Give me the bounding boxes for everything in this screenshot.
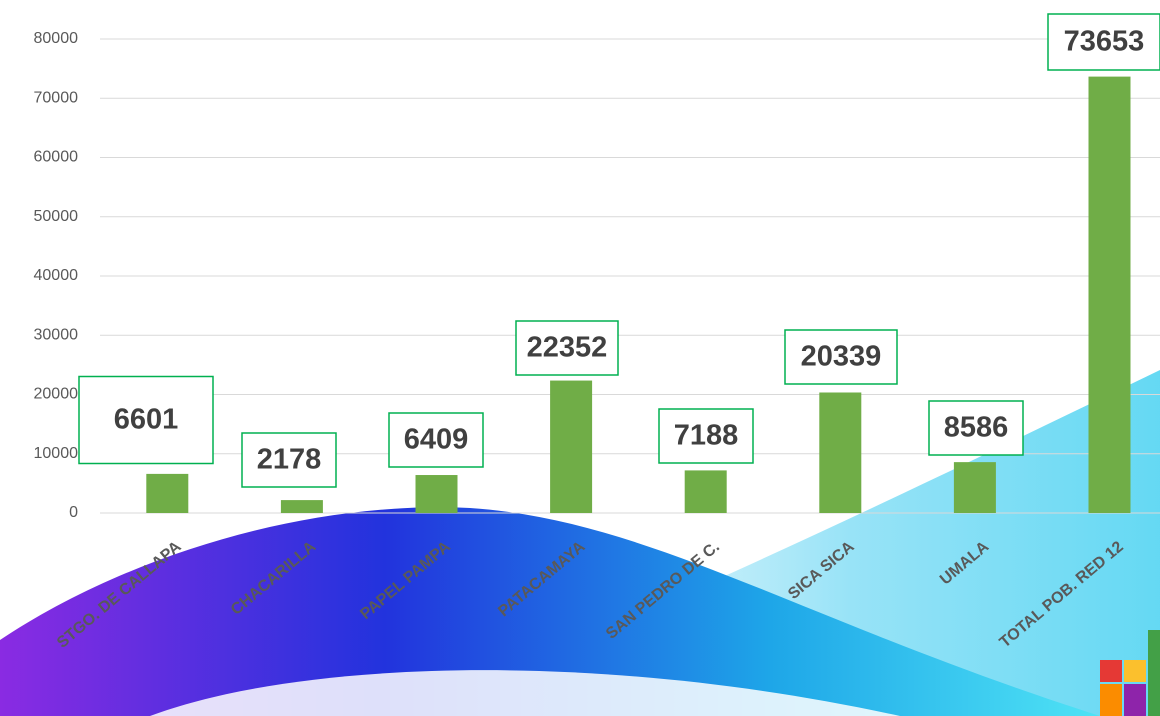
value-label: 6601 <box>114 404 179 436</box>
bar <box>954 462 996 513</box>
y-tick-label: 80000 <box>34 30 79 47</box>
value-label: 2178 <box>257 444 322 476</box>
value-label: 7188 <box>674 420 739 452</box>
bar <box>146 474 188 513</box>
bar <box>819 392 861 513</box>
y-tick-label: 10000 <box>34 445 79 462</box>
y-tick-label: 0 <box>69 504 78 521</box>
y-tick-label: 70000 <box>34 89 79 106</box>
value-label: 6409 <box>404 424 469 456</box>
value-label: 20339 <box>801 341 882 373</box>
value-label: 8586 <box>944 412 1009 444</box>
bar <box>281 500 323 513</box>
bar <box>550 381 592 513</box>
value-label: 22352 <box>527 332 608 364</box>
bar <box>416 475 458 513</box>
y-tick-label: 30000 <box>34 326 79 343</box>
y-tick-label: 60000 <box>34 149 79 166</box>
bar <box>1089 77 1131 513</box>
y-tick-label: 40000 <box>34 267 79 284</box>
value-label: 73653 <box>1064 26 1145 58</box>
chart: 0 10000 20000 30000 40000 50000 60000 70000 8000… <box>0 0 1160 716</box>
y-tick-label: 20000 <box>34 386 79 403</box>
y-tick-label: 50000 <box>34 208 79 225</box>
bar <box>685 470 727 513</box>
